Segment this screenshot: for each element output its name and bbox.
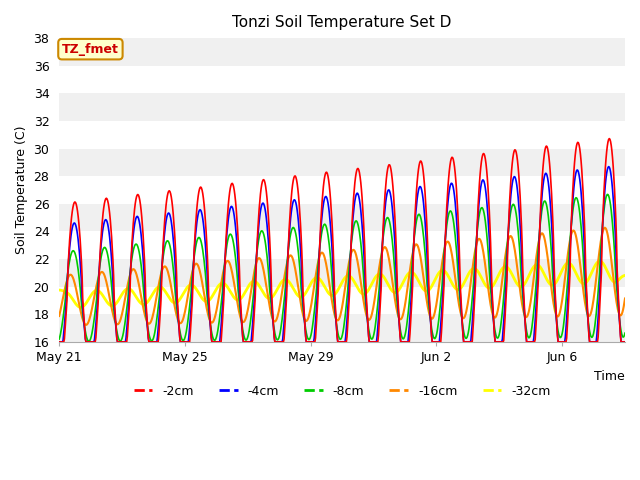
- Bar: [59, 204, 625, 231]
- Bar: [59, 231, 625, 259]
- -8cm: [76, 278, 83, 284]
- -32cm: [262, 293, 269, 299]
- -32cm: [621, 273, 629, 278]
- -32cm: [77, 304, 84, 310]
- Line: -16cm: -16cm: [59, 228, 625, 325]
- Legend: -2cm, -4cm, -8cm, -16cm, -32cm: -2cm, -4cm, -8cm, -16cm, -32cm: [129, 380, 556, 403]
- Bar: [59, 259, 625, 287]
- Bar: [59, 176, 625, 204]
- -4cm: [512, 178, 520, 184]
- -8cm: [513, 216, 521, 221]
- Line: -4cm: -4cm: [59, 167, 625, 342]
- -4cm: [55, 339, 63, 345]
- X-axis label: Time: Time: [595, 370, 625, 383]
- Bar: [59, 38, 625, 66]
- -2cm: [512, 149, 520, 155]
- Title: Tonzi Soil Temperature Set D: Tonzi Soil Temperature Set D: [232, 15, 452, 30]
- -32cm: [55, 287, 63, 293]
- -16cm: [262, 279, 269, 285]
- -16cm: [513, 261, 521, 267]
- -2cm: [76, 228, 83, 233]
- Text: TZ_fmet: TZ_fmet: [62, 43, 119, 56]
- -4cm: [188, 286, 196, 292]
- -16cm: [601, 225, 609, 230]
- Bar: [59, 149, 625, 176]
- -8cm: [376, 265, 384, 271]
- -8cm: [292, 231, 300, 237]
- -16cm: [376, 257, 384, 263]
- -32cm: [376, 271, 384, 277]
- -8cm: [621, 330, 629, 336]
- -4cm: [76, 251, 83, 256]
- -8cm: [604, 192, 611, 197]
- -16cm: [292, 270, 300, 276]
- Bar: [59, 121, 625, 149]
- -32cm: [513, 280, 521, 286]
- -2cm: [261, 180, 269, 186]
- -4cm: [261, 206, 269, 212]
- Bar: [59, 287, 625, 314]
- -2cm: [291, 173, 299, 179]
- -32cm: [292, 290, 300, 296]
- Bar: [59, 314, 625, 342]
- Line: -2cm: -2cm: [59, 139, 625, 342]
- -32cm: [596, 258, 604, 264]
- -8cm: [189, 265, 196, 271]
- -16cm: [621, 296, 629, 301]
- -2cm: [376, 310, 383, 316]
- -2cm: [621, 339, 629, 345]
- -8cm: [55, 336, 63, 342]
- Line: -32cm: -32cm: [59, 261, 625, 307]
- -2cm: [55, 339, 63, 345]
- -8cm: [262, 242, 269, 248]
- Bar: [59, 66, 625, 93]
- -16cm: [76, 303, 83, 309]
- -32cm: [76, 304, 83, 310]
- -4cm: [605, 164, 612, 169]
- -4cm: [376, 296, 383, 302]
- -2cm: [605, 136, 613, 142]
- Bar: [59, 93, 625, 121]
- -16cm: [189, 267, 196, 273]
- -8cm: [85, 338, 93, 344]
- Line: -8cm: -8cm: [59, 194, 625, 341]
- -4cm: [291, 198, 299, 204]
- Y-axis label: Soil Temperature (C): Soil Temperature (C): [15, 126, 28, 254]
- -16cm: [55, 313, 63, 319]
- -2cm: [188, 299, 196, 305]
- -16cm: [82, 322, 90, 328]
- -4cm: [621, 339, 629, 345]
- -32cm: [189, 283, 196, 288]
